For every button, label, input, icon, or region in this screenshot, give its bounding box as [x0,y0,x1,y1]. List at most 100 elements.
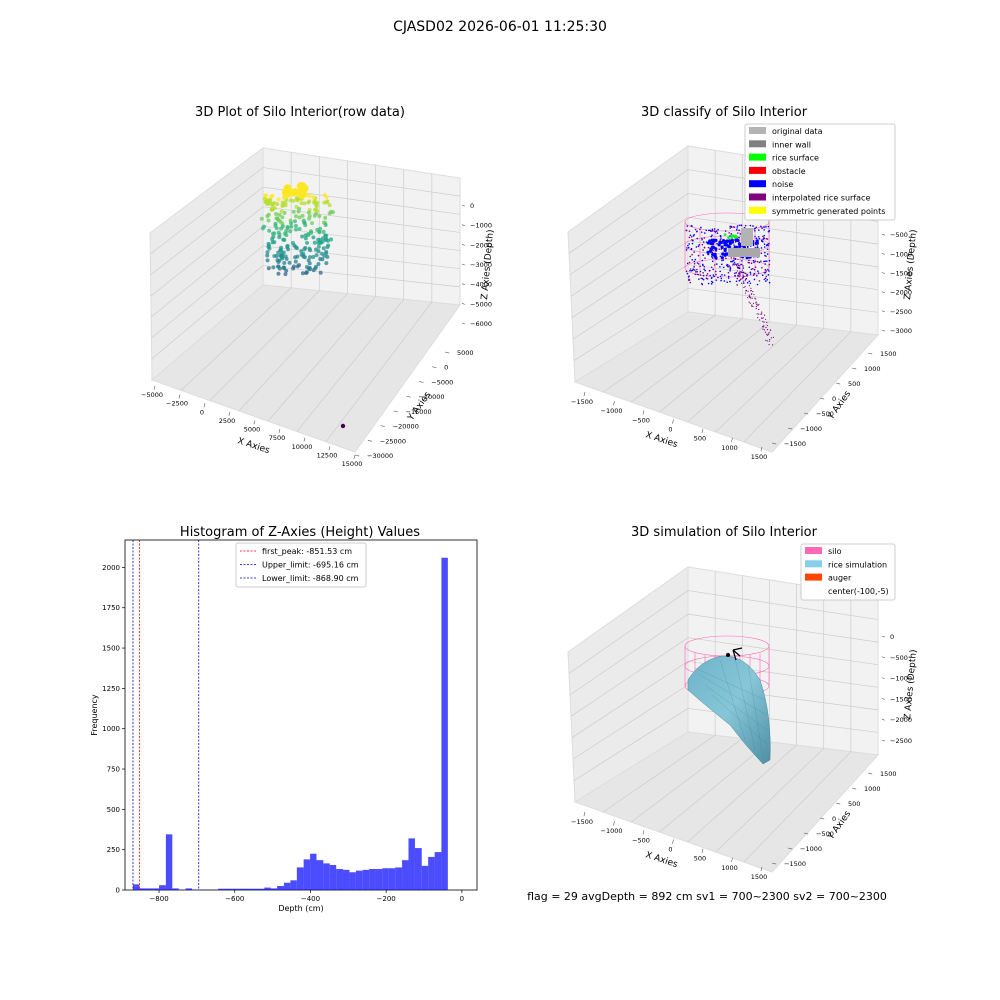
histogram-bar [231,888,238,890]
panel1-x-tick-mark [278,429,281,434]
figure-footer-status: flag = 29 avgDepth = 892 cm sv1 = 700~23… [527,890,887,903]
panel4-title: 3D simulation of Silo Interior [631,525,818,540]
panel2-noise-point [766,253,769,255]
legend-swatch [805,547,822,554]
panel4-y-tick-label: 0 [832,815,836,823]
panel2-noise-point [734,238,738,242]
panel1-y-tick-mark [444,351,450,354]
panel2-title: 3D classify of Silo Interior [641,105,808,120]
panel2-interp-point [756,304,758,306]
grid-line [687,287,879,313]
histogram-bar [355,870,363,890]
panel2-noise-point [756,283,759,286]
grid-line [151,265,264,360]
panel2-noise-point [693,266,695,268]
panel2-interp-point [763,321,765,323]
panel2-noise-point [690,247,693,250]
panel2-noise-point [760,239,763,242]
panel2-noise-point [739,233,742,235]
panel2-interp-point [769,338,771,341]
grid-line [687,324,797,423]
panel2-noise-point [711,260,714,263]
panel2-interp-point [752,290,754,293]
histogram-bar [296,867,304,890]
panel2-noise-point [730,226,733,228]
panel1-point [296,209,301,214]
panel2-noise-point [707,282,710,285]
panel1-point [259,216,264,221]
panel2-interp-point [743,286,745,289]
histogram-bar [369,869,376,890]
histogram-bar [336,869,344,890]
panel2-interp-point [737,273,740,275]
panel2-noise-point [723,280,726,282]
panel2-noise-point [716,232,719,234]
histogram-bar [257,888,265,890]
histogram-bar [159,885,166,890]
panel2-noise-point [689,255,692,258]
panel2-noise-point [719,275,722,278]
panel2-noise-point [713,275,715,278]
panel2-noise-point [694,258,697,261]
histogram-bar [264,887,271,890]
panel2-x-tick-mark [583,391,586,397]
panel2-z-tick-label: −2500 [890,308,912,316]
panel1-point [306,200,311,205]
panel2-noise-point [766,278,769,281]
histogram-bar [244,888,252,890]
panel4-y-tick-label: 500 [848,800,860,808]
panel2-noise-point [727,277,730,279]
panel2-interp-point [767,333,769,335]
panel2-noise-point [701,243,704,246]
panel2-noise-point [700,226,702,229]
panel1-z-tick-label: −2000 [470,241,492,249]
histogram-bar [283,882,291,890]
panel1-x-tick-label: 7500 [269,434,286,442]
panel2-noise-point [719,266,721,268]
panel2-noise-point [689,268,692,270]
panel2-noise-point [703,237,706,239]
panel1-point [264,193,269,198]
panel2-noise-point [762,240,764,243]
panel1-point [302,201,307,206]
panel2-noise-point [711,230,714,232]
histogram-bar [237,888,245,890]
panel2-noise-point [688,261,691,264]
panel2-noise-point [702,272,704,274]
panel2-noise-point [725,257,727,260]
panel1-point [321,229,326,234]
panel1-point [302,247,307,252]
histogram-bar [395,867,403,890]
legend-label: rice simulation [828,560,887,569]
panel2-interp-point [752,305,754,308]
panel2-noise-point [725,239,729,243]
panel2-z-tick-label: −500 [890,231,908,239]
histogram-bar [375,869,383,890]
panel2-noise-point [711,251,714,254]
histogram-bar [323,863,330,890]
panel2-noise-point [691,242,694,245]
panel2-noise-point [696,230,698,233]
panel1-point [314,253,319,258]
panel2-interp-point [751,297,753,299]
panel2-interp-point [766,321,768,323]
y-tick-label: 1250 [102,685,120,693]
panel2-noise-point [688,278,690,281]
panel2-z-tick-label: −1500 [890,270,912,278]
panel2-noise-point [760,247,763,249]
panel3-y-ticks: 0 250 500 750 1000 1250 1500 1750 2000 [102,564,125,895]
panel2-noise-point [719,239,722,241]
panel1-point [270,240,275,245]
panel2-interp-point [755,302,757,304]
panel2-x-tick-mark [613,401,615,406]
panel3-axes-frame [124,539,478,891]
panel1-x-tick-label: 10000 [292,443,313,451]
panel1-point [288,198,293,203]
panel1-z-tick-mark [461,303,465,305]
panel2-interp-point [758,303,760,306]
panel2-interp-point [757,305,759,307]
panel2-x-tick-label: 500 [694,435,706,443]
panel2-noise-point [752,225,754,227]
panel2-noise-point [755,237,758,240]
panel2-noise-point [719,236,722,238]
